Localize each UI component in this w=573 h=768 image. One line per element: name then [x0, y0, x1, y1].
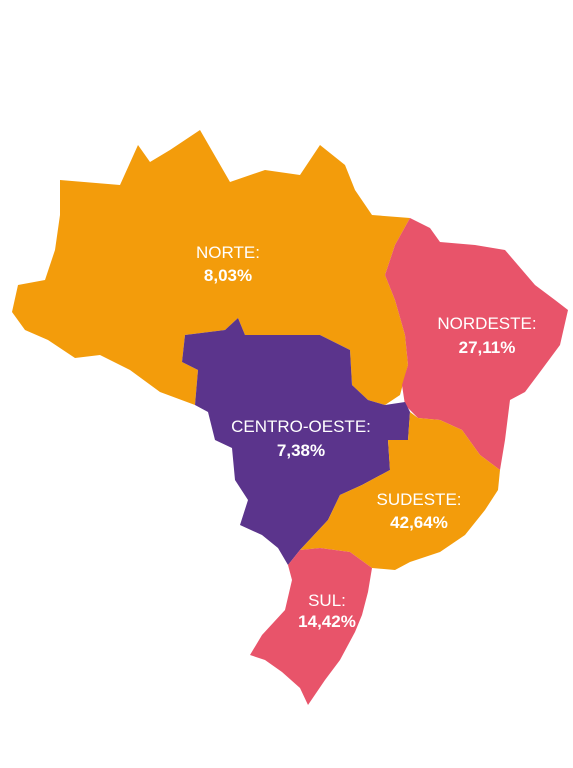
region-sudeste[interactable]: [300, 412, 500, 570]
label-nordeste: NORDESTE: 27,11%: [437, 314, 536, 357]
label-sudeste: SUDESTE: 42,64%: [376, 490, 461, 532]
label-centro-oeste: CENTRO-OESTE: 7,38%: [231, 417, 371, 460]
region-name-sul: SUL:: [308, 591, 346, 610]
label-sul: SUL: 14,42%: [298, 591, 356, 631]
region-centro-oeste[interactable]: [182, 318, 410, 565]
region-value-centro-oeste: 7,38%: [277, 441, 325, 460]
region-name-centro-oeste: CENTRO-OESTE:: [231, 417, 371, 436]
region-value-nordeste: 27,11%: [459, 338, 516, 357]
region-norte[interactable]: [12, 130, 410, 405]
region-name-sudeste: SUDESTE:: [376, 490, 461, 509]
region-value-norte: 8,03%: [204, 266, 252, 285]
region-nordeste[interactable]: [385, 218, 568, 470]
region-value-sul: 14,42%: [298, 612, 356, 631]
region-name-norte: NORTE:: [196, 243, 260, 262]
region-name-nordeste: NORDESTE:: [437, 314, 536, 333]
region-value-sudeste: 42,64%: [390, 513, 448, 532]
region-sul[interactable]: [250, 548, 372, 705]
label-norte: NORTE: 8,03%: [196, 243, 260, 285]
